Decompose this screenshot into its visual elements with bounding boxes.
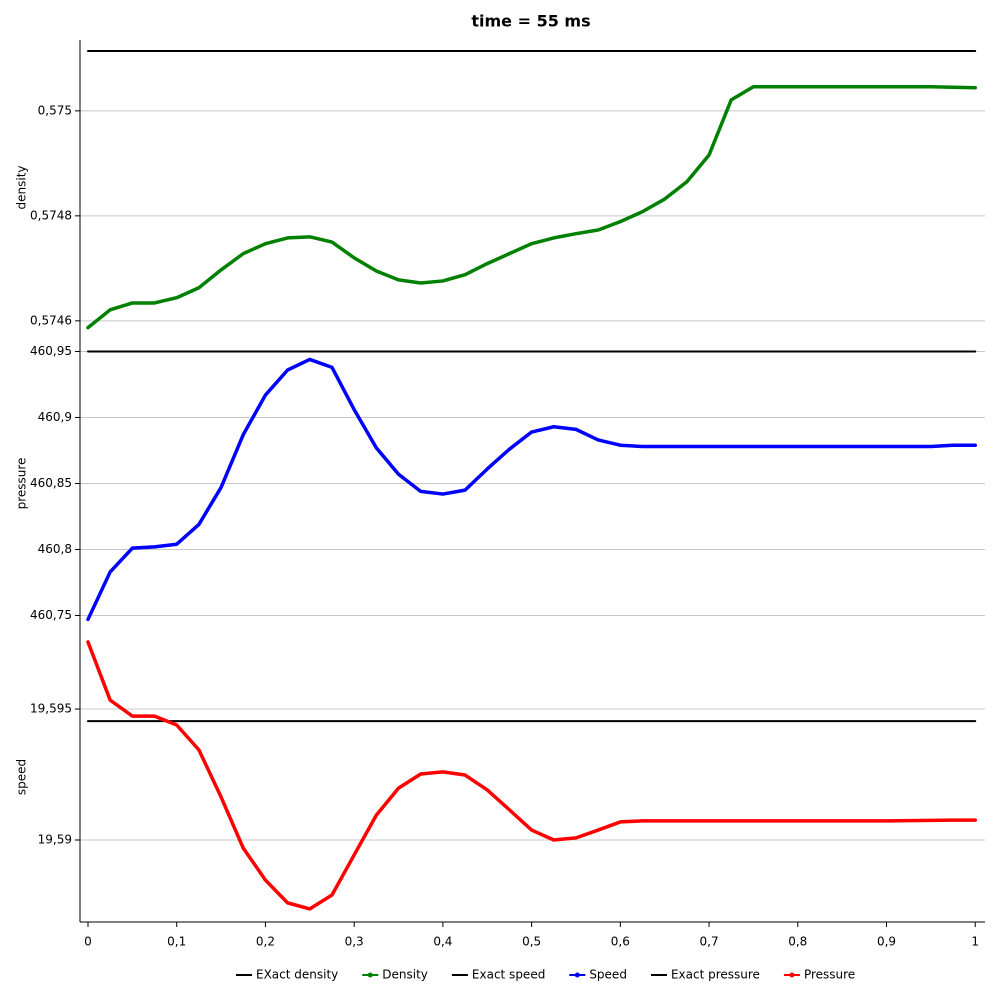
legend-marker xyxy=(574,972,580,978)
x-tick-label: 1 xyxy=(971,935,979,949)
x-tick-label: 0,3 xyxy=(345,935,364,949)
legend-item: EXact density xyxy=(236,968,338,982)
legend-label: Density xyxy=(382,968,428,982)
x-tick-label: 0,5 xyxy=(522,935,541,949)
x-tick-label: 0,8 xyxy=(788,935,807,949)
y-tick-label: 0,575 xyxy=(38,103,72,117)
y-tick-label: 460,8 xyxy=(38,542,72,556)
y-tick-label: 460,95 xyxy=(30,344,72,358)
legend-item: Exact pressure xyxy=(650,968,760,982)
legend-label: EXact density xyxy=(256,968,338,982)
y-tick-label: 460,85 xyxy=(30,476,72,490)
legend-label: Speed xyxy=(589,968,627,982)
legend-item: Speed xyxy=(569,968,627,982)
y-tick-label: 460,75 xyxy=(30,608,72,622)
y-tick-label: 19,59 xyxy=(38,833,72,847)
legend-label: Exact pressure xyxy=(671,968,760,982)
series-line xyxy=(86,357,977,622)
x-tick-label: 0,9 xyxy=(877,935,896,949)
x-tick-label: 0 xyxy=(84,935,92,949)
y-axis-label: speed xyxy=(15,759,29,795)
y-axis-label: pressure xyxy=(15,458,29,510)
legend-label: Exact speed xyxy=(472,968,545,982)
y-tick-label: 460,9 xyxy=(38,410,72,424)
x-tick-label: 0,1 xyxy=(167,935,186,949)
chart-title: time = 55 ms xyxy=(471,12,590,31)
y-tick-label: 0,5748 xyxy=(30,208,72,222)
y-axis-label: density xyxy=(15,166,29,210)
legend-item: Density xyxy=(362,968,428,982)
legend-marker xyxy=(367,972,373,978)
x-tick-label: 0,4 xyxy=(433,935,452,949)
x-tick-label: 0,7 xyxy=(700,935,719,949)
y-tick-label: 0,5746 xyxy=(30,313,72,327)
legend-item: Exact speed xyxy=(451,968,545,982)
legend-item: Pressure xyxy=(783,968,855,982)
series-line xyxy=(86,84,977,330)
legend-marker xyxy=(789,972,795,978)
x-tick-label: 0,6 xyxy=(611,935,630,949)
legend: EXact density Density Exact speed Speed Exac… xyxy=(236,968,855,982)
x-tick-label: 0,2 xyxy=(256,935,275,949)
y-tick-label: 19,595 xyxy=(30,702,72,716)
series-line xyxy=(86,640,977,911)
legend-label: Pressure xyxy=(804,968,855,982)
